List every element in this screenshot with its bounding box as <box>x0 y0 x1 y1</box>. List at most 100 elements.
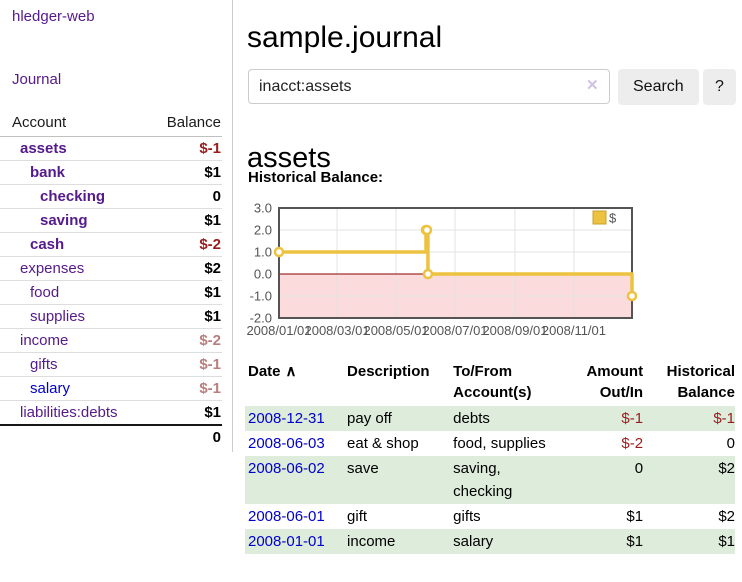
account-heading: assets <box>247 142 331 175</box>
account-balance: $2 <box>151 256 222 281</box>
register-table: Date ∧ Description To/From Account(s) Amo… <box>245 361 735 554</box>
account-link-food[interactable]: food <box>0 280 152 305</box>
account-balance: $1 <box>151 160 222 185</box>
search-input[interactable] <box>248 69 610 104</box>
y-axis-tick-label: 2.0 <box>254 223 272 238</box>
account-link-gifts[interactable]: gifts <box>0 352 152 377</box>
x-axis-tick-label: 2008/01/01 <box>246 323 311 338</box>
account-balance: $1 <box>151 208 222 233</box>
app-title-link[interactable]: hledger-web <box>12 8 95 25</box>
account-link-salary[interactable]: salary <box>0 376 152 401</box>
account-row: food $1 <box>0 280 222 305</box>
account-row: saving $1 <box>0 208 222 233</box>
register-cell-amount: $-1 <box>621 410 644 427</box>
register-cell-balance: $2 <box>718 508 735 525</box>
accounts-total-row: 0 <box>0 424 222 449</box>
account-link-liabilities:debts[interactable]: liabilities:debts <box>20 404 118 421</box>
account-balance: $-1 <box>151 136 222 161</box>
account-link-income[interactable]: income <box>0 328 152 353</box>
x-axis-tick-label: 2008/07/01 <box>422 323 487 338</box>
account-balance: $-1 <box>151 376 222 401</box>
account-link-cash[interactable]: cash <box>0 232 152 257</box>
transaction-date-link[interactable]: 2008-12-31 <box>248 410 325 427</box>
register-header-balance[interactable]: Historical Balance <box>666 363 735 401</box>
register-cell-description: income <box>347 533 396 550</box>
transaction-date-link[interactable]: 2008-01-01 <box>248 533 325 550</box>
register-header-amount[interactable]: Amount Out/In <box>586 363 644 401</box>
register-cell-balance: $2 <box>718 460 735 477</box>
register-cell-date[interactable]: 2008-12-31 <box>245 406 344 431</box>
legend-label: $ <box>609 211 617 226</box>
register-row: 2008-06-03 eat & shop food, supplies $-2 0 <box>245 431 735 456</box>
chart-data-point <box>273 246 285 258</box>
transaction-date-link[interactable]: 2008-06-02 <box>248 460 325 477</box>
register-cell-accounts: gifts <box>453 508 481 525</box>
register-cell-accounts: food, supplies <box>453 435 546 452</box>
account-balance: $-2 <box>151 232 222 257</box>
chart-frame <box>278 207 633 319</box>
balance-column-header: Balance <box>151 110 222 137</box>
y-axis-tick-label: 0.0 <box>254 267 272 282</box>
historical-balance-chart: $3.0 2.0 1.0 0.0 -1.0 -2.02008/01/012008/03/0… <box>246 201 638 338</box>
register-cell-date[interactable]: 2008-06-01 <box>245 504 344 529</box>
x-axis-tick-label: 2008/09/01 <box>482 323 547 338</box>
account-row: liabilities:debts $1 <box>0 401 222 426</box>
y-axis-tick-label: 1.0 <box>254 245 272 260</box>
account-balance: $1 <box>151 304 222 329</box>
register-cell-description: gift <box>347 508 368 525</box>
account-link-expenses[interactable]: expenses <box>0 256 152 281</box>
register-cell-date[interactable]: 2008-01-01 <box>245 529 344 554</box>
chart-data-point <box>422 268 434 280</box>
register-header-date[interactable]: Date ∧ <box>248 363 297 380</box>
account-link-bank[interactable]: bank <box>0 160 152 185</box>
sidebar-item-journal[interactable]: Journal <box>12 71 62 88</box>
register-row: 2008-06-01 gift gifts $1 $2 <box>245 504 735 529</box>
sidebar: hledger-web Journal Account Balance asse… <box>0 0 233 452</box>
y-axis-tick-label: -1.0 <box>250 289 272 304</box>
account-row: cash $-2 <box>0 232 222 257</box>
x-axis-tick-label: 2008/11/01 <box>542 323 606 338</box>
register-cell-accounts: salary <box>453 533 494 550</box>
account-row: checking 0 <box>0 184 222 209</box>
x-axis-tick-label: 2008/03/01 <box>304 323 369 338</box>
account-link-saving[interactable]: saving <box>0 208 152 233</box>
y-axis-tick-label: -2.0 <box>250 311 272 326</box>
register-cell-description: eat & shop <box>347 435 419 452</box>
register-cell-date[interactable]: 2008-06-03 <box>245 431 344 456</box>
register-row: 2008-06-02 save saving, checking 0 $2 <box>245 456 735 504</box>
page-title: sample.journal <box>247 21 443 55</box>
y-axis-tick-label: 3.0 <box>254 201 272 216</box>
account-row: supplies $1 <box>0 304 222 329</box>
register-cell-balance: 0 <box>726 435 735 452</box>
sort-ascending-icon: ∧ <box>285 363 297 380</box>
account-row: income $-2 <box>0 328 222 353</box>
account-balance: 0 <box>151 184 222 209</box>
register-header-description[interactable]: Description <box>347 363 430 380</box>
account-balance: $-2 <box>151 328 222 353</box>
x-axis-tick-label: 2008/05/01 <box>363 323 428 338</box>
accounts-column-header: Account <box>0 110 152 137</box>
account-link-checking[interactable]: checking <box>0 184 152 209</box>
account-row: assets $-1 <box>0 136 222 161</box>
register-cell-description: save <box>347 460 379 477</box>
register-cell-accounts: debts <box>453 410 490 427</box>
search-button[interactable]: Search <box>618 69 699 105</box>
account-link-supplies[interactable]: supplies <box>0 304 152 329</box>
account-balance: $1 <box>204 404 221 421</box>
register-row: 2008-01-01 income salary $1 $1 <box>245 529 735 554</box>
help-button[interactable]: ? <box>703 69 736 105</box>
register-cell-accounts: saving, checking <box>453 460 513 500</box>
account-link-assets[interactable]: assets <box>0 136 152 161</box>
account-row: salary $-1 <box>0 376 222 401</box>
transaction-date-link[interactable]: 2008-06-03 <box>248 435 325 452</box>
register-cell-date[interactable]: 2008-06-02 <box>245 456 344 504</box>
account-balance: $-1 <box>151 352 222 377</box>
register-cell-amount: $1 <box>626 533 644 550</box>
chart-title: Historical Balance: <box>248 169 384 186</box>
account-balance: $1 <box>151 280 222 305</box>
clear-search-icon[interactable]: ✕ <box>586 77 599 94</box>
chart-data-point <box>421 224 433 236</box>
register-cell-amount: 0 <box>634 460 644 477</box>
register-header-accounts[interactable]: To/From Account(s) <box>453 363 532 401</box>
transaction-date-link[interactable]: 2008-06-01 <box>248 508 325 525</box>
